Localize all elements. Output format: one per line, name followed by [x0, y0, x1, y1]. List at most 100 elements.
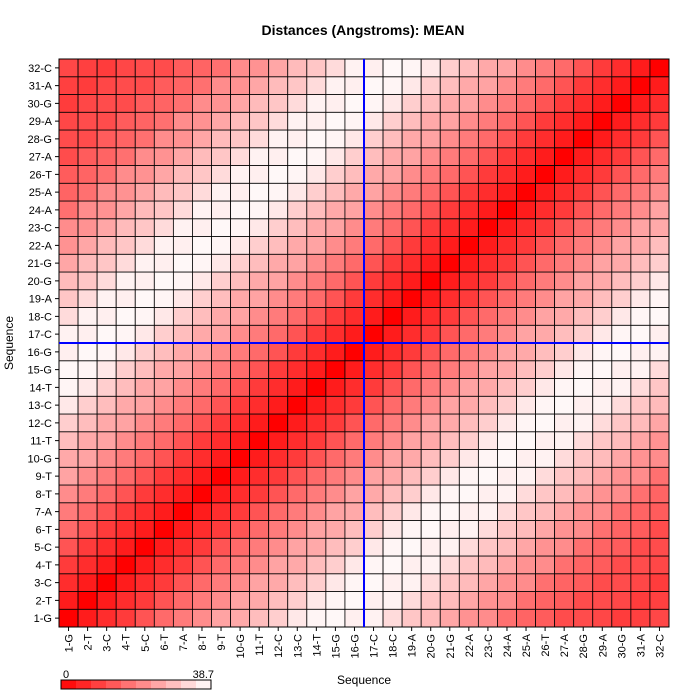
- heatmap-cell: [592, 591, 613, 610]
- heatmap-cell: [497, 182, 517, 202]
- colorbar-min-label: 0: [63, 669, 69, 681]
- heatmap-cell: [230, 271, 251, 291]
- heatmap-cell: [325, 449, 346, 468]
- heatmap-cell: [458, 413, 479, 433]
- heatmap-cell: [172, 520, 193, 539]
- heatmap-cell: [497, 324, 517, 344]
- heatmap-cell: [268, 502, 289, 521]
- heatmap-cell: [611, 608, 632, 628]
- heatmap-cell: [382, 537, 403, 557]
- x-tick-label: 6-T: [159, 634, 171, 651]
- heatmap-cell: [249, 58, 270, 78]
- heatmap-cell: [268, 271, 289, 291]
- heatmap-cell: [630, 608, 651, 628]
- heatmap-cell: [344, 413, 365, 433]
- heatmap-cell: [554, 236, 575, 255]
- heatmap-cell: [287, 94, 308, 113]
- heatmap-cell: [382, 555, 403, 575]
- heatmap-cell: [497, 431, 517, 450]
- heatmap-cell: [77, 253, 98, 273]
- heatmap-cell: [630, 307, 651, 326]
- heatmap-cell: [535, 537, 556, 557]
- heatmap-cell: [192, 129, 212, 149]
- heatmap-cell: [58, 165, 79, 184]
- heatmap-cell: [344, 200, 365, 220]
- heatmap-cell: [153, 76, 174, 95]
- heatmap-cell: [401, 555, 422, 575]
- heatmap-cell: [96, 466, 117, 486]
- heatmap-cell: [363, 289, 384, 308]
- heatmap-cell: [535, 165, 556, 184]
- heatmap-cell: [535, 520, 556, 539]
- heatmap-cell: [516, 502, 536, 521]
- heatmap-cell: [153, 537, 174, 557]
- heatmap-cell: [477, 378, 498, 397]
- heatmap-cell: [535, 608, 556, 628]
- heatmap-cell: [649, 431, 670, 450]
- heatmap-cell: [268, 111, 289, 131]
- heatmap-cell: [344, 466, 365, 486]
- heatmap-cell: [115, 147, 136, 166]
- heatmap-cell: [325, 76, 346, 95]
- heatmap-cell: [230, 555, 251, 575]
- heatmap-cell: [96, 484, 117, 504]
- heatmap-cell: [363, 253, 384, 273]
- heatmap-cell: [497, 608, 517, 628]
- heatmap-cell: [211, 537, 231, 557]
- heatmap-cell: [573, 129, 594, 149]
- heatmap-cell: [649, 537, 670, 557]
- heatmap-cell: [172, 502, 193, 521]
- heatmap-cell: [192, 520, 212, 539]
- heatmap-cell: [420, 378, 441, 397]
- heatmap-cell: [554, 431, 575, 450]
- heatmap-cell: [211, 307, 231, 326]
- heatmap-cell: [192, 324, 212, 344]
- heatmap-cell: [420, 413, 441, 433]
- heatmap-cell: [58, 395, 79, 415]
- heatmap-cell: [477, 431, 498, 450]
- heatmap-cell: [592, 271, 613, 291]
- x-tick-label: 20-G: [426, 634, 438, 658]
- heatmap-cell: [630, 236, 651, 255]
- heatmap-cell: [172, 555, 193, 575]
- heatmap-cell: [630, 520, 651, 539]
- heatmap-cell: [153, 378, 174, 397]
- heatmap-cell: [439, 94, 460, 113]
- heatmap-cell: [306, 537, 327, 557]
- heatmap-cell: [382, 395, 403, 415]
- heatmap-cell: [458, 431, 479, 450]
- heatmap-cell: [211, 431, 231, 450]
- heatmap-cell: [192, 218, 212, 237]
- heatmap-cell: [611, 76, 632, 95]
- heatmap-cell: [249, 271, 270, 291]
- heatmap-cell: [96, 591, 117, 610]
- heatmap-cell: [439, 484, 460, 504]
- heatmap-cell: [592, 431, 613, 450]
- heatmap-cell: [382, 218, 403, 237]
- heatmap-cell: [611, 573, 632, 592]
- heatmap-cell: [630, 342, 651, 362]
- y-tick-labels: 1-G 2-T 3-C 4-T 5-C 6-T 7-A 8-T 9-T 10-G 11-T 12-C 1…: [28, 63, 59, 625]
- heatmap-cell: [458, 94, 479, 113]
- heatmap-cell: [287, 608, 308, 628]
- heatmap-cell: [172, 271, 193, 291]
- heatmap-cell: [554, 182, 575, 202]
- heatmap-cell: [268, 537, 289, 557]
- heatmap-cell: [420, 58, 441, 78]
- heatmap-cell: [211, 591, 231, 610]
- heatmap-cell: [153, 289, 174, 308]
- heatmap-cell: [211, 129, 231, 149]
- heatmap-cell: [611, 289, 632, 308]
- heatmap-cell: [77, 573, 98, 592]
- heatmap-cell: [192, 165, 212, 184]
- heatmap-cell: [58, 342, 79, 362]
- heatmap-cell: [573, 271, 594, 291]
- heatmap-cell: [401, 236, 422, 255]
- heatmap-cell: [554, 378, 575, 397]
- heatmap-cell: [516, 236, 536, 255]
- heatmap-cell: [153, 395, 174, 415]
- heatmap-cell: [592, 76, 613, 95]
- heatmap-cell: [516, 289, 536, 308]
- heatmap-cell: [458, 484, 479, 504]
- heatmap-cell: [439, 111, 460, 131]
